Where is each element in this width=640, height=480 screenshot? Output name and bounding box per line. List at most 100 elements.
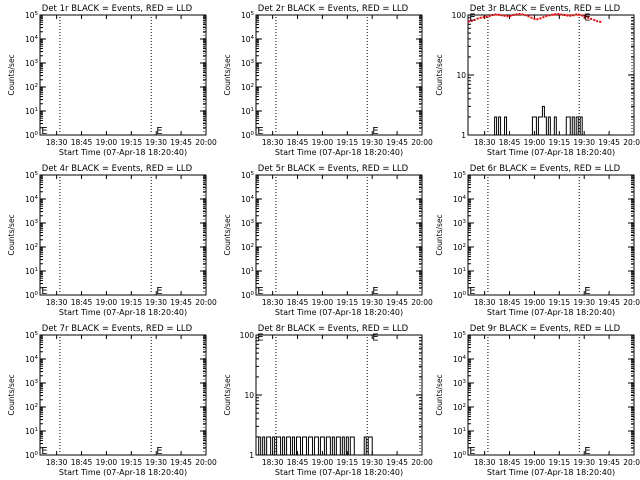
x-tick-label: 19:15 <box>337 298 359 307</box>
x-tick-label: 20:00 <box>623 138 640 147</box>
x-tick-label: 19:15 <box>337 458 359 467</box>
event-marker: E <box>156 126 162 137</box>
x-tick-label: 19:00 <box>96 138 118 147</box>
panel-title: Det 7r BLACK = Events, RED = LLD <box>42 324 193 334</box>
panel-title: Det 1r BLACK = Events, RED = LLD <box>42 4 193 14</box>
panel-title: Det 6r BLACK = Events, RED = LLD <box>470 164 621 174</box>
x-tick-label: 19:45 <box>598 138 620 147</box>
x-tick-label: 18:45 <box>287 458 309 467</box>
x-tick-label: 19:30 <box>361 138 383 147</box>
x-tick-label: 20:00 <box>411 138 433 147</box>
lld-point <box>524 14 527 17</box>
x-axis-label: Start Time (07-Apr-18 18:20:40) <box>487 308 615 317</box>
event-marker: E <box>41 446 47 457</box>
lld-point <box>509 14 512 17</box>
lld-point <box>488 15 491 18</box>
event-marker: E <box>156 286 162 297</box>
panel-det-9r: Det 9r BLACK = Events, RED = LLD 100 101 10… <box>435 324 640 477</box>
panel-title: Det 8r BLACK = Events, RED = LLD <box>258 324 409 334</box>
plot-frame <box>467 174 635 296</box>
x-tick-label: 19:30 <box>573 138 595 147</box>
y-tick-label: 101 <box>453 427 466 436</box>
lld-point <box>497 13 500 16</box>
x-tick-label: 19:15 <box>549 138 571 147</box>
y-tick-label: 1 <box>249 451 254 460</box>
events-series <box>256 436 377 456</box>
y-axis-label: Counts/sec <box>223 214 232 255</box>
x-tick-label: 19:45 <box>386 138 408 147</box>
y-tick-label: 100 <box>25 451 39 460</box>
y-tick-label: 102 <box>453 243 466 252</box>
y-tick-label: 102 <box>241 83 254 92</box>
x-tick-label: 20:00 <box>195 138 217 147</box>
x-tick-label: 19:30 <box>573 458 595 467</box>
x-tick-label: 20:00 <box>623 298 640 307</box>
lld-point <box>503 14 506 17</box>
lld-point <box>593 19 596 22</box>
plot-frame <box>467 14 635 136</box>
lld-point <box>581 14 584 17</box>
y-axis-label: Counts/sec <box>7 54 16 95</box>
lld-point <box>506 15 509 18</box>
x-tick-label: 19:45 <box>386 298 408 307</box>
panel-det-5r: Det 5r BLACK = Events, RED = LLD 100 101 10… <box>223 164 433 317</box>
x-axis-label: Start Time (07-Apr-18 18:20:40) <box>275 468 403 477</box>
lld-point <box>557 12 560 15</box>
x-axis-label: Start Time (07-Apr-18 18:20:40) <box>59 468 187 477</box>
panel-title: Det 5r BLACK = Events, RED = LLD <box>258 164 409 174</box>
lld-point <box>533 17 536 20</box>
event-marker: E <box>584 286 590 297</box>
events-series <box>492 105 587 136</box>
y-axis-label: Counts/sec <box>7 214 16 255</box>
y-tick-label: 100 <box>240 331 255 340</box>
lld-point <box>512 14 515 16</box>
panel-det-7r: Det 7r BLACK = Events, RED = LLD 100 101 10… <box>7 324 217 477</box>
x-tick-label: 20:00 <box>411 458 433 467</box>
lld-point <box>521 13 524 16</box>
y-tick-label: 103 <box>25 219 39 228</box>
y-tick-label: 104 <box>25 35 39 44</box>
y-tick-label: 103 <box>25 379 39 388</box>
x-tick-label: 19:15 <box>337 138 359 147</box>
panel-det-2r: Det 2r BLACK = Events, RED = LLD 100 101 10… <box>223 4 433 157</box>
x-tick-label: 19:30 <box>573 298 595 307</box>
x-tick-label: 19:30 <box>145 458 167 467</box>
lld-point <box>596 20 599 23</box>
y-axis-label: Counts/sec <box>435 54 444 95</box>
x-axis-label: Start Time (07-Apr-18 18:20:40) <box>59 308 187 317</box>
x-tick-label: 18:45 <box>287 298 309 307</box>
x-tick-label: 19:00 <box>524 298 546 307</box>
x-tick-label: 19:30 <box>361 458 383 467</box>
event-marker: E <box>584 446 590 457</box>
panel-det-8r: Det 8r BLACK = Events, RED = LLD 1 10 100 Co… <box>223 324 433 477</box>
x-tick-label: 19:00 <box>524 138 546 147</box>
x-tick-label: 18:45 <box>71 138 93 147</box>
y-tick-label: 100 <box>453 291 467 300</box>
panel-title: Det 2r BLACK = Events, RED = LLD <box>258 4 409 14</box>
lld-point <box>560 13 563 16</box>
x-tick-label: 18:45 <box>499 138 521 147</box>
panel-title: Det 9r BLACK = Events, RED = LLD <box>470 324 621 334</box>
y-tick-label: 103 <box>241 219 255 228</box>
y-tick-label: 104 <box>25 195 39 204</box>
panel-det-4r: Det 4r BLACK = Events, RED = LLD 100 101 10… <box>7 164 217 317</box>
lld-point <box>599 20 602 23</box>
plot-frame <box>39 14 207 136</box>
panel-det-6r: Det 6r BLACK = Events, RED = LLD 100 101 10… <box>435 164 640 317</box>
lld-point <box>566 14 569 17</box>
x-tick-label: 19:30 <box>145 298 167 307</box>
x-tick-label: 19:00 <box>312 458 334 467</box>
lld-point <box>536 18 539 21</box>
y-tick-label: 104 <box>453 355 467 364</box>
event-marker: E <box>372 286 378 297</box>
y-tick-label: 104 <box>241 35 255 44</box>
y-axis-label: Counts/sec <box>223 54 232 95</box>
x-tick-label: 18:30 <box>474 138 496 147</box>
x-tick-label: 18:45 <box>71 298 93 307</box>
y-tick-label: 103 <box>241 59 255 68</box>
y-tick-label: 103 <box>453 219 467 228</box>
x-axis-label: Start Time (07-Apr-18 18:20:40) <box>275 148 403 157</box>
event-marker: E <box>156 446 162 457</box>
x-tick-label: 19:45 <box>170 298 192 307</box>
